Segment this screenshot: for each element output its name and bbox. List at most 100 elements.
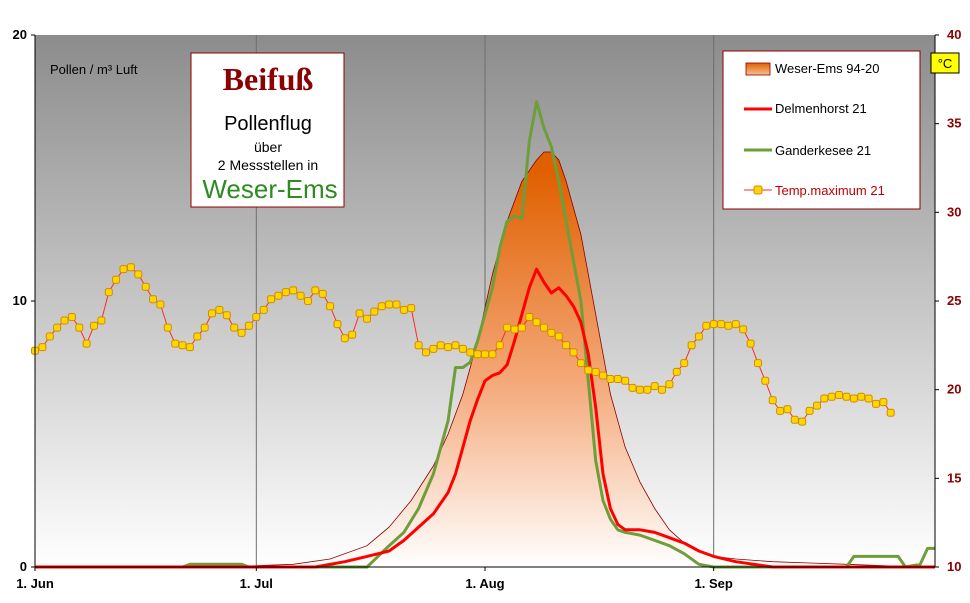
temp-marker xyxy=(119,265,128,274)
temp-marker xyxy=(790,415,799,424)
temp-marker xyxy=(67,313,76,321)
temp-marker xyxy=(208,309,216,318)
temp-marker xyxy=(731,320,740,329)
temp-marker xyxy=(495,341,504,350)
temp-marker xyxy=(879,398,888,407)
legend-swatch-temp-marker xyxy=(753,185,763,195)
temp-marker xyxy=(178,341,187,350)
temp-marker xyxy=(672,367,681,376)
temp-marker xyxy=(134,270,143,279)
tick-label-right: 20 xyxy=(947,382,961,397)
temp-marker xyxy=(429,344,438,353)
temp-marker xyxy=(45,332,54,341)
series-delmenhorst-line xyxy=(35,267,935,569)
temp-marker xyxy=(717,320,726,329)
temp-marker xyxy=(724,321,733,330)
temp-marker xyxy=(377,302,386,311)
legend-swatch-weser-ems xyxy=(745,62,771,76)
temp-marker xyxy=(82,339,91,348)
temp-marker xyxy=(104,288,113,297)
temp-marker xyxy=(156,300,165,309)
temp-marker xyxy=(311,286,320,295)
temp-marker xyxy=(510,325,519,334)
temp-marker xyxy=(643,385,652,394)
temp-marker xyxy=(296,291,305,300)
temp-marker xyxy=(185,343,194,352)
legend-label-delmenhorst: Delmenhorst 21 xyxy=(775,101,867,116)
temp-marker xyxy=(783,405,792,414)
temp-marker xyxy=(200,323,209,332)
temp-marker xyxy=(813,401,821,410)
temp-marker xyxy=(348,330,357,339)
temp-marker xyxy=(473,350,482,359)
temp-marker xyxy=(709,320,718,329)
series-temp-markers xyxy=(31,263,895,426)
temp-marker xyxy=(680,359,689,368)
temp-marker xyxy=(562,341,571,350)
title-line3: über xyxy=(254,139,282,155)
temp-marker xyxy=(244,321,253,330)
temp-marker xyxy=(842,392,851,401)
title-line2: Pollenflug xyxy=(224,113,312,135)
temp-marker xyxy=(370,307,379,316)
temp-marker xyxy=(237,328,246,337)
temp-marker xyxy=(761,376,770,385)
temp-marker xyxy=(451,341,460,350)
temp-marker xyxy=(739,325,748,334)
temp-marker xyxy=(422,348,430,357)
temp-marker xyxy=(252,313,261,321)
temp-marker xyxy=(289,286,298,295)
temp-marker xyxy=(776,406,785,415)
tick-label-right: 25 xyxy=(947,293,961,308)
tick-label-x: 1. Sep xyxy=(695,576,733,591)
temp-marker xyxy=(584,366,593,375)
temp-marker xyxy=(591,367,600,376)
tick-label-right: 35 xyxy=(947,116,961,131)
unit-label-celsius: °C xyxy=(938,56,953,71)
temp-marker xyxy=(259,305,268,314)
temp-marker xyxy=(687,341,696,350)
temp-marker xyxy=(414,341,423,350)
title-line4: 2 Messstellen in xyxy=(218,157,318,173)
legend: Weser-Ems 94-20 Delmenhorst 21 Ganderkes… xyxy=(722,50,921,210)
tick-label-x: 1. Jul xyxy=(240,576,273,591)
temp-marker xyxy=(75,323,84,332)
temp-marker xyxy=(60,316,69,325)
right-tick-labels: 10 15 20 25 30 35 40 xyxy=(935,27,961,574)
temp-marker xyxy=(820,394,829,403)
temp-marker xyxy=(635,385,644,394)
y-axis-label: Pollen / m³ Luft xyxy=(50,62,138,77)
temp-marker xyxy=(399,305,408,314)
temp-marker xyxy=(658,385,666,394)
temp-marker xyxy=(90,321,98,330)
temp-marker xyxy=(363,314,371,323)
tick-label-left: 0 xyxy=(20,559,27,574)
temp-marker xyxy=(126,263,135,272)
temp-marker xyxy=(746,339,755,348)
temp-marker xyxy=(702,321,711,330)
temp-marker xyxy=(576,359,585,368)
temp-marker xyxy=(444,343,453,352)
tick-label-right: 10 xyxy=(947,559,961,574)
temp-marker xyxy=(805,406,814,415)
temp-marker xyxy=(326,302,335,311)
tick-label-left: 10 xyxy=(13,293,27,308)
temp-marker xyxy=(340,334,349,343)
tick-label-x: 1. Jun xyxy=(16,576,54,591)
temp-marker xyxy=(864,394,873,403)
temp-marker xyxy=(857,392,866,401)
temp-marker xyxy=(547,328,556,337)
x-tick-labels: 1. Jun 1. Jul 1. Aug 1. Sep xyxy=(16,567,733,591)
temp-marker xyxy=(281,288,290,297)
temp-marker xyxy=(798,417,807,426)
left-tick-labels: 0 10 20 xyxy=(13,27,35,574)
temp-marker xyxy=(53,323,62,332)
temp-marker xyxy=(458,344,467,353)
temp-marker xyxy=(466,348,475,357)
temp-marker xyxy=(112,275,121,284)
legend-label-temp: Temp.maximum 21 xyxy=(775,183,885,198)
temp-marker xyxy=(650,382,659,391)
title-main: Beifuß xyxy=(223,61,314,97)
temp-marker xyxy=(333,320,342,329)
